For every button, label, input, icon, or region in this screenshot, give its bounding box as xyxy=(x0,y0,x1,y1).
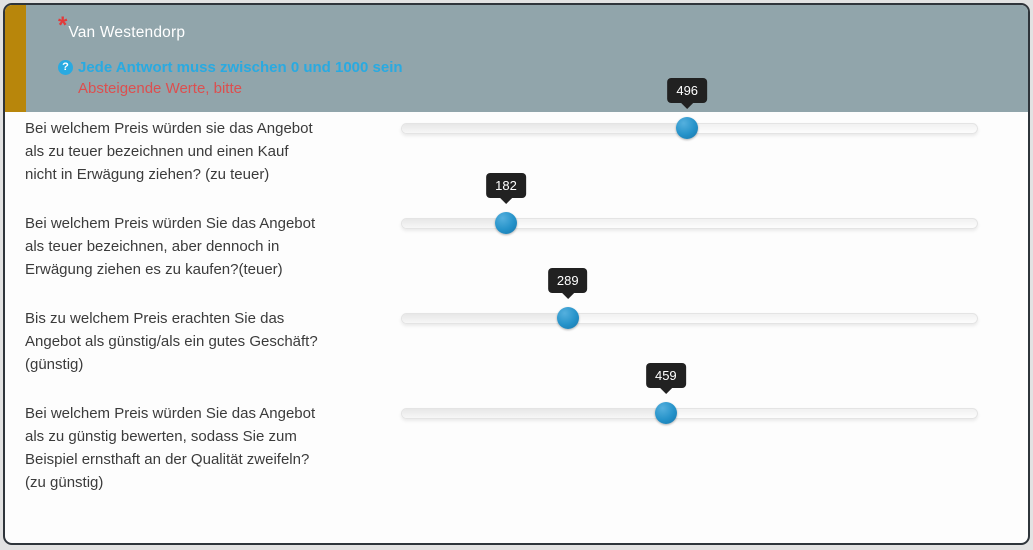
question-row-2: Bei welchem Preis würden Sie das Angebot… xyxy=(25,173,978,281)
slider-value-tooltip: 459 xyxy=(645,363,686,388)
validation-row: Absteigende Werte, bitte xyxy=(58,80,1018,98)
accent-bar xyxy=(5,5,26,112)
instruction-row: ? Jede Antwort muss zwischen 0 und 1000 … xyxy=(58,59,1018,76)
slider-fill xyxy=(402,124,688,133)
instruction-text: Jede Antwort muss zwischen 0 und 1000 se… xyxy=(78,59,403,76)
slider-value-tooltip: 182 xyxy=(486,173,526,198)
question-label: Bis zu welchem Preis erachten Sie das An… xyxy=(25,310,318,373)
validation-message: Absteigende Werte, bitte xyxy=(78,80,242,97)
slider-track[interactable] xyxy=(401,218,978,229)
slider-handle[interactable] xyxy=(676,117,699,139)
question-label: Bei welchem Preis würden sie das Angebot… xyxy=(25,120,313,183)
help-circle-icon: ? xyxy=(58,60,73,75)
slider-handle[interactable] xyxy=(495,212,517,234)
questions-area: Bei welchem Preis würden sie das Angebot… xyxy=(5,78,1028,494)
question-header: * Van Westendorp ? Jede Antwort muss zwi… xyxy=(5,5,1028,112)
header-main: * Van Westendorp ? Jede Antwort muss zwi… xyxy=(26,5,1028,112)
slider-value-tooltip: 289 xyxy=(547,268,588,293)
survey-container: * Van Westendorp ? Jede Antwort muss zwi… xyxy=(3,3,1030,545)
title-row: * Van Westendorp xyxy=(58,12,1018,42)
price-slider-expensive: 182 xyxy=(401,173,978,235)
required-asterisk-icon: * xyxy=(58,12,68,39)
page-title: Van Westendorp xyxy=(68,24,186,41)
question-row-4: Bei welchem Preis würden Sie das Angebot… xyxy=(25,363,978,494)
question-row-1: Bei welchem Preis würden sie das Angebot… xyxy=(25,78,978,186)
slider-fill xyxy=(402,219,507,228)
slider-handle[interactable] xyxy=(654,402,677,424)
question-label: Bei welchem Preis würden Sie das Angebot… xyxy=(25,405,316,491)
question-label: Bei welchem Preis würden Sie das Angebot… xyxy=(25,215,316,278)
price-slider-too-expensive: 496 xyxy=(401,78,978,140)
slider-fill xyxy=(402,314,569,323)
price-slider-cheap: 289 xyxy=(401,268,978,330)
question-row-3: Bis zu welchem Preis erachten Sie das An… xyxy=(25,268,978,376)
slider-value-tooltip: 496 xyxy=(667,78,708,103)
price-slider-too-cheap: 459 xyxy=(401,363,978,425)
slider-handle[interactable] xyxy=(556,307,579,329)
slider-track[interactable] xyxy=(401,313,978,324)
slider-track[interactable] xyxy=(401,408,978,419)
slider-fill xyxy=(402,409,666,418)
